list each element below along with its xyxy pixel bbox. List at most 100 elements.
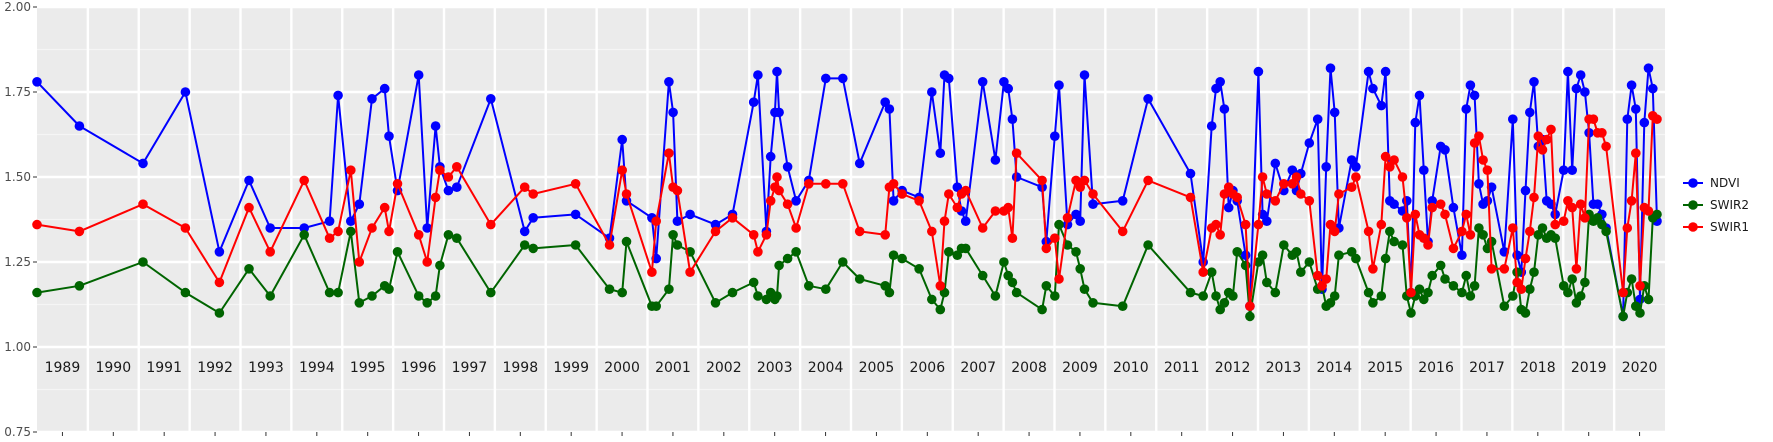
y-tick-label: 1.50: [4, 170, 31, 184]
data-point-swir2: [299, 230, 310, 240]
year-label: 2017: [1469, 360, 1505, 376]
data-point-swir1: [651, 216, 661, 226]
data-point-swir2: [1508, 291, 1518, 301]
data-point-swir2: [1075, 264, 1085, 274]
data-point-ndvi: [244, 175, 254, 186]
data-point-ndvi: [1185, 168, 1196, 179]
data-point-swir1: [1558, 216, 1569, 226]
data-point-swir2: [1580, 277, 1590, 288]
data-point-ndvi: [1575, 70, 1586, 80]
data-point-swir2: [486, 287, 496, 298]
data-point-swir1: [914, 196, 924, 206]
data-point-swir1: [821, 179, 831, 189]
data-point-swir2: [443, 230, 454, 240]
data-point-swir1: [854, 226, 865, 237]
year-label: 1990: [95, 360, 131, 376]
series-swir1: [32, 111, 1662, 312]
y-tick-label: 2.00: [4, 0, 31, 14]
data-point-swir2: [821, 284, 831, 295]
data-point-swir1: [1461, 209, 1471, 220]
data-point-swir2: [1423, 287, 1433, 298]
legend-item-swir2: SWIR2: [1683, 198, 1749, 212]
data-point-ndvi: [1143, 94, 1153, 104]
data-point-swir2: [138, 257, 148, 267]
data-point-ndvi: [214, 247, 225, 257]
data-point-ndvi: [748, 97, 759, 107]
data-point-ndvi: [774, 107, 784, 118]
data-point-ndvi: [782, 162, 793, 172]
data-point-swir1: [1240, 219, 1251, 230]
data-point-swir1: [1626, 196, 1637, 206]
data-point-swir2: [1363, 287, 1374, 298]
data-point-swir1: [935, 281, 946, 291]
data-point-ndvi: [1223, 202, 1234, 213]
data-point-ndvi: [346, 216, 356, 226]
data-point-swir2: [888, 250, 899, 260]
year-label: 1991: [146, 360, 182, 376]
year-label: 2019: [1571, 360, 1607, 376]
data-point-swir1: [1478, 155, 1488, 165]
data-point-swir1: [1380, 151, 1391, 162]
data-point-swir2: [1575, 291, 1586, 301]
data-point-swir1: [1270, 196, 1281, 206]
data-point-swir1: [1567, 202, 1577, 213]
data-point-swir2: [1304, 257, 1315, 267]
data-point-ndvi: [354, 199, 365, 209]
data-point-swir2: [1457, 287, 1467, 298]
data-point-swir2: [1525, 284, 1535, 295]
data-point-swir1: [774, 185, 784, 196]
data-point-swir1: [443, 172, 454, 182]
data-point-swir1: [1622, 223, 1633, 233]
data-point-swir1: [710, 226, 721, 237]
legend-item-ndvi: NDVI: [1683, 176, 1740, 190]
data-point-ndvi: [1270, 158, 1281, 169]
year-label: 1997: [452, 360, 488, 376]
data-point-swir1: [1440, 209, 1450, 220]
data-point-swir2: [570, 240, 581, 250]
data-point-swir2: [324, 287, 335, 298]
data-point-swir2: [1054, 219, 1064, 230]
data-point-ndvi: [1075, 216, 1085, 226]
data-point-ndvi: [1402, 196, 1412, 206]
data-point-ndvi: [519, 226, 530, 237]
data-point-swir1: [1533, 131, 1544, 141]
data-point-ndvi: [1622, 114, 1633, 124]
data-point-swir1: [838, 179, 848, 189]
data-point-ndvi: [1351, 162, 1361, 172]
data-point-swir1: [413, 230, 424, 240]
data-point-swir1: [1245, 301, 1255, 312]
data-point-swir1: [1232, 192, 1242, 203]
data-point-swir1: [384, 226, 394, 237]
data-point-swir1: [138, 199, 148, 209]
data-point-swir2: [1469, 281, 1480, 291]
data-point-ndvi: [265, 223, 276, 233]
data-point-swir1: [1329, 226, 1340, 237]
data-point-ndvi: [1329, 107, 1340, 118]
data-point-ndvi: [884, 104, 895, 114]
data-point-swir2: [1601, 226, 1611, 237]
data-point-swir2: [914, 264, 924, 274]
data-point-swir1: [422, 257, 433, 267]
data-point-swir2: [782, 253, 793, 264]
data-point-swir2: [617, 287, 627, 298]
data-point-swir2: [1062, 240, 1073, 250]
data-point-ndvi: [1414, 90, 1425, 101]
data-point-swir2: [977, 270, 988, 281]
data-point-swir2: [1240, 260, 1251, 271]
year-label: 2012: [1215, 360, 1251, 376]
data-point-ndvi: [422, 223, 433, 233]
data-point-swir2: [422, 298, 433, 308]
data-point-swir1: [1571, 264, 1582, 274]
data-point-swir2: [1376, 291, 1387, 301]
data-point-swir1: [1410, 209, 1421, 220]
data-point-swir1: [1635, 281, 1645, 291]
data-point-swir1: [180, 223, 191, 233]
data-point-ndvi: [333, 90, 343, 101]
data-point-ndvi: [1639, 117, 1650, 128]
data-point-swir2: [727, 287, 738, 298]
data-point-swir1: [1525, 226, 1535, 237]
data-point-swir1: [1597, 128, 1607, 138]
year-label: 2010: [1113, 360, 1149, 376]
data-point-swir2: [791, 247, 801, 257]
